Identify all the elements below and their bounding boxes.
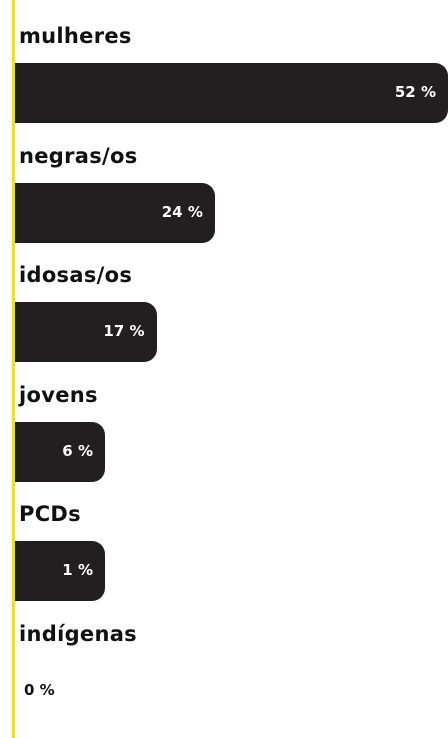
- category-label: jovens: [19, 382, 98, 407]
- bar: [15, 541, 105, 601]
- value-label: 52 %: [394, 83, 436, 101]
- category-label: negras/os: [19, 143, 138, 168]
- category-label: PCDs: [19, 502, 81, 526]
- value-label: 24 %: [161, 202, 203, 221]
- category-label: indígenas: [19, 621, 137, 646]
- value-label: 6 %: [62, 441, 93, 460]
- bar: [15, 63, 448, 123]
- value-label: 0 %: [24, 680, 55, 699]
- axis-line: [12, 0, 15, 738]
- bar: [15, 421, 105, 482]
- category-label: idosas/os: [19, 263, 133, 287]
- category-label: mulheres: [19, 24, 132, 48]
- bar: [15, 302, 157, 362]
- value-label: 1 %: [62, 561, 93, 579]
- bar: [15, 182, 215, 243]
- value-label: 17 %: [103, 322, 145, 340]
